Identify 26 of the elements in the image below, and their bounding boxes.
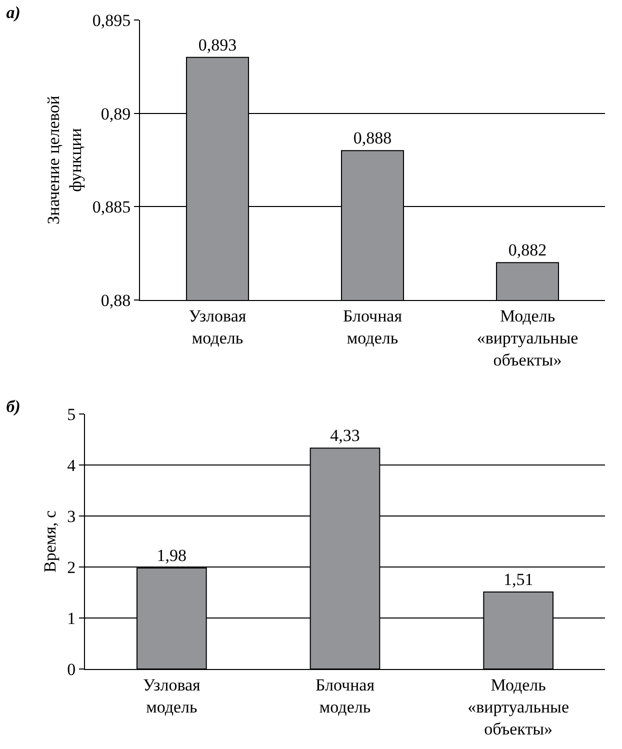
data-label: 0,882 [508, 240, 547, 260]
y-tick-label: 4 [67, 456, 76, 475]
data-label: 1,51 [503, 570, 534, 589]
data-label: 0,888 [353, 128, 392, 148]
data-label: 1,98 [156, 546, 187, 566]
y-tick-label: 1 [67, 608, 76, 628]
x-tick-label: Блочная модель [315, 675, 375, 716]
y-tick-label: 3 [67, 506, 76, 526]
x-tick-label: Узловая модель [188, 306, 246, 348]
data-label: 4,33 [330, 426, 360, 446]
data-label: 0,893 [198, 35, 237, 54]
x-tick-label: Узловая модель [142, 675, 201, 716]
y-tick-label: 0,88 [100, 290, 131, 310]
x-tick-label: Модель «виртуальные объекты» [476, 306, 578, 370]
y-axis-title: Значение целевой функции [44, 96, 85, 224]
x-tick-label: Модель «виртуальные объекты» [468, 675, 570, 739]
y-tick-label: 0,885 [92, 198, 131, 217]
y-tick-label: 0,89 [100, 104, 131, 124]
y-tick-label: 2 [67, 558, 76, 577]
chart-title: а) [6, 2, 20, 22]
y-tick-label: 5 [67, 404, 76, 424]
chart-title: б) [6, 397, 20, 416]
y-axis-title: Время, с [40, 510, 60, 573]
y-tick-label: 0 [67, 660, 76, 679]
x-tick-label: Блочная модель [342, 306, 402, 348]
y-tick-label: 0,895 [92, 10, 131, 30]
